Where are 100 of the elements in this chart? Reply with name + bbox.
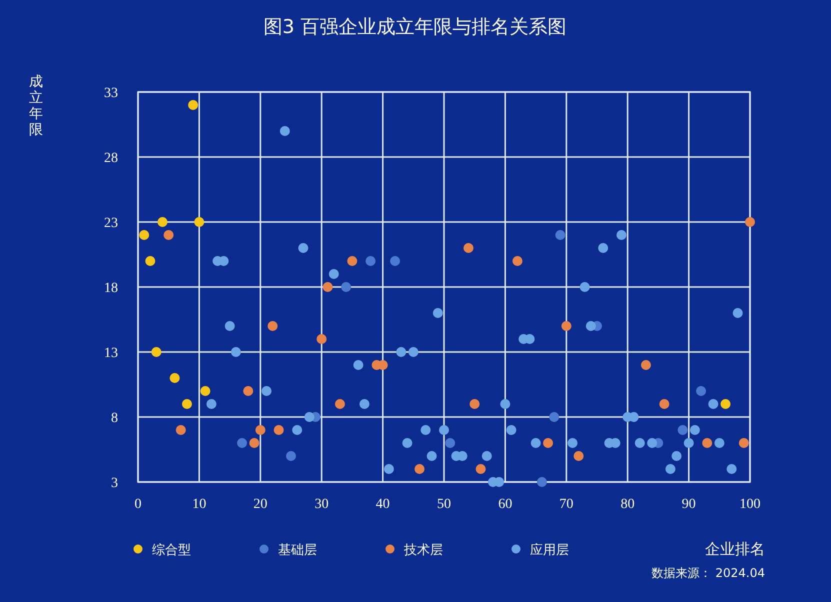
y-tick-label: 3: [111, 476, 118, 491]
x-tick-label: 30: [314, 497, 329, 512]
x-tick-label: 0: [134, 497, 142, 512]
x-tick-label: 100: [740, 497, 760, 512]
point: [194, 217, 204, 227]
legend-label: 应用层: [530, 542, 569, 558]
point: [445, 438, 456, 448]
point: [672, 451, 682, 461]
point: [549, 412, 560, 422]
point: [286, 451, 296, 461]
point: [316, 334, 327, 344]
point: [482, 451, 492, 461]
point: [426, 451, 437, 461]
point: [139, 230, 150, 240]
point: [322, 282, 333, 292]
point: [690, 425, 700, 435]
point: [145, 256, 156, 266]
x-tick-label: 60: [498, 497, 512, 512]
point: [738, 438, 749, 448]
point: [268, 321, 278, 331]
y-tick-label: 28: [104, 151, 118, 166]
point: [176, 425, 186, 435]
point: [170, 373, 180, 383]
point: [665, 464, 676, 474]
x-tick-label: 70: [559, 497, 574, 512]
point: [696, 386, 706, 396]
point: [659, 399, 670, 409]
point: [678, 425, 688, 435]
point: [304, 412, 314, 422]
point: [188, 100, 198, 110]
point: [561, 321, 572, 331]
point: [555, 230, 566, 240]
y-tick-label: 18: [104, 281, 118, 296]
point: [396, 347, 406, 357]
point: [366, 256, 376, 266]
point: [702, 438, 712, 448]
point: [640, 360, 651, 370]
point: [334, 399, 345, 409]
point: [230, 347, 241, 357]
y-tick-label: 13: [104, 346, 118, 361]
point: [341, 282, 352, 292]
chart-title: 图3 百强企业成立年限与排名关系图: [263, 16, 567, 38]
point: [224, 321, 235, 331]
point: [182, 399, 192, 409]
point: [726, 464, 737, 474]
point: [470, 399, 480, 409]
point: [298, 243, 308, 253]
x-axis-title: 企业排名: [705, 540, 765, 558]
y-tick-label: 8: [111, 411, 118, 426]
point: [580, 282, 590, 292]
x-tick-label: 10: [192, 497, 206, 512]
x-tick-label: 20: [253, 497, 268, 512]
point: [420, 425, 431, 435]
point: [292, 425, 302, 435]
point: [384, 464, 394, 474]
y-axis-title: 成立年限: [29, 74, 43, 138]
point: [249, 438, 260, 448]
point: [200, 386, 210, 396]
point: [353, 360, 364, 370]
point: [616, 230, 626, 240]
point: [463, 243, 474, 253]
point: [439, 425, 449, 435]
point: [359, 399, 370, 409]
point: [634, 438, 645, 448]
point: [530, 438, 541, 448]
point: [274, 425, 284, 435]
x-tick-label: 40: [376, 497, 390, 512]
point: [684, 438, 694, 448]
legend-label: 基础层: [278, 543, 317, 558]
y-tick-label: 33: [104, 86, 118, 101]
y-tick-label: 23: [104, 216, 118, 231]
point: [714, 438, 724, 448]
point: [598, 243, 608, 253]
point: [586, 321, 596, 331]
point: [243, 386, 254, 396]
point: [732, 308, 743, 318]
x-tick-label: 80: [620, 497, 635, 512]
point: [237, 438, 248, 448]
point: [347, 256, 358, 266]
x-tick-label: 90: [682, 497, 696, 512]
point: [500, 399, 510, 409]
point: [390, 256, 400, 266]
point: [157, 217, 168, 227]
point: [647, 438, 658, 448]
legend-label: 技术层: [403, 543, 443, 558]
point: [708, 399, 718, 409]
point: [720, 399, 731, 409]
source-note: 数据来源： 2024.04: [652, 566, 765, 580]
point: [506, 425, 516, 435]
point: [328, 269, 339, 279]
point: [414, 464, 425, 474]
point: [536, 477, 547, 487]
point: [402, 438, 412, 448]
legend-label: 综合型: [152, 543, 191, 558]
point: [574, 451, 584, 461]
point: [432, 308, 443, 318]
x-tick-label: 50: [437, 497, 451, 512]
point: [543, 438, 554, 448]
point: [408, 347, 418, 357]
point: [206, 399, 216, 409]
